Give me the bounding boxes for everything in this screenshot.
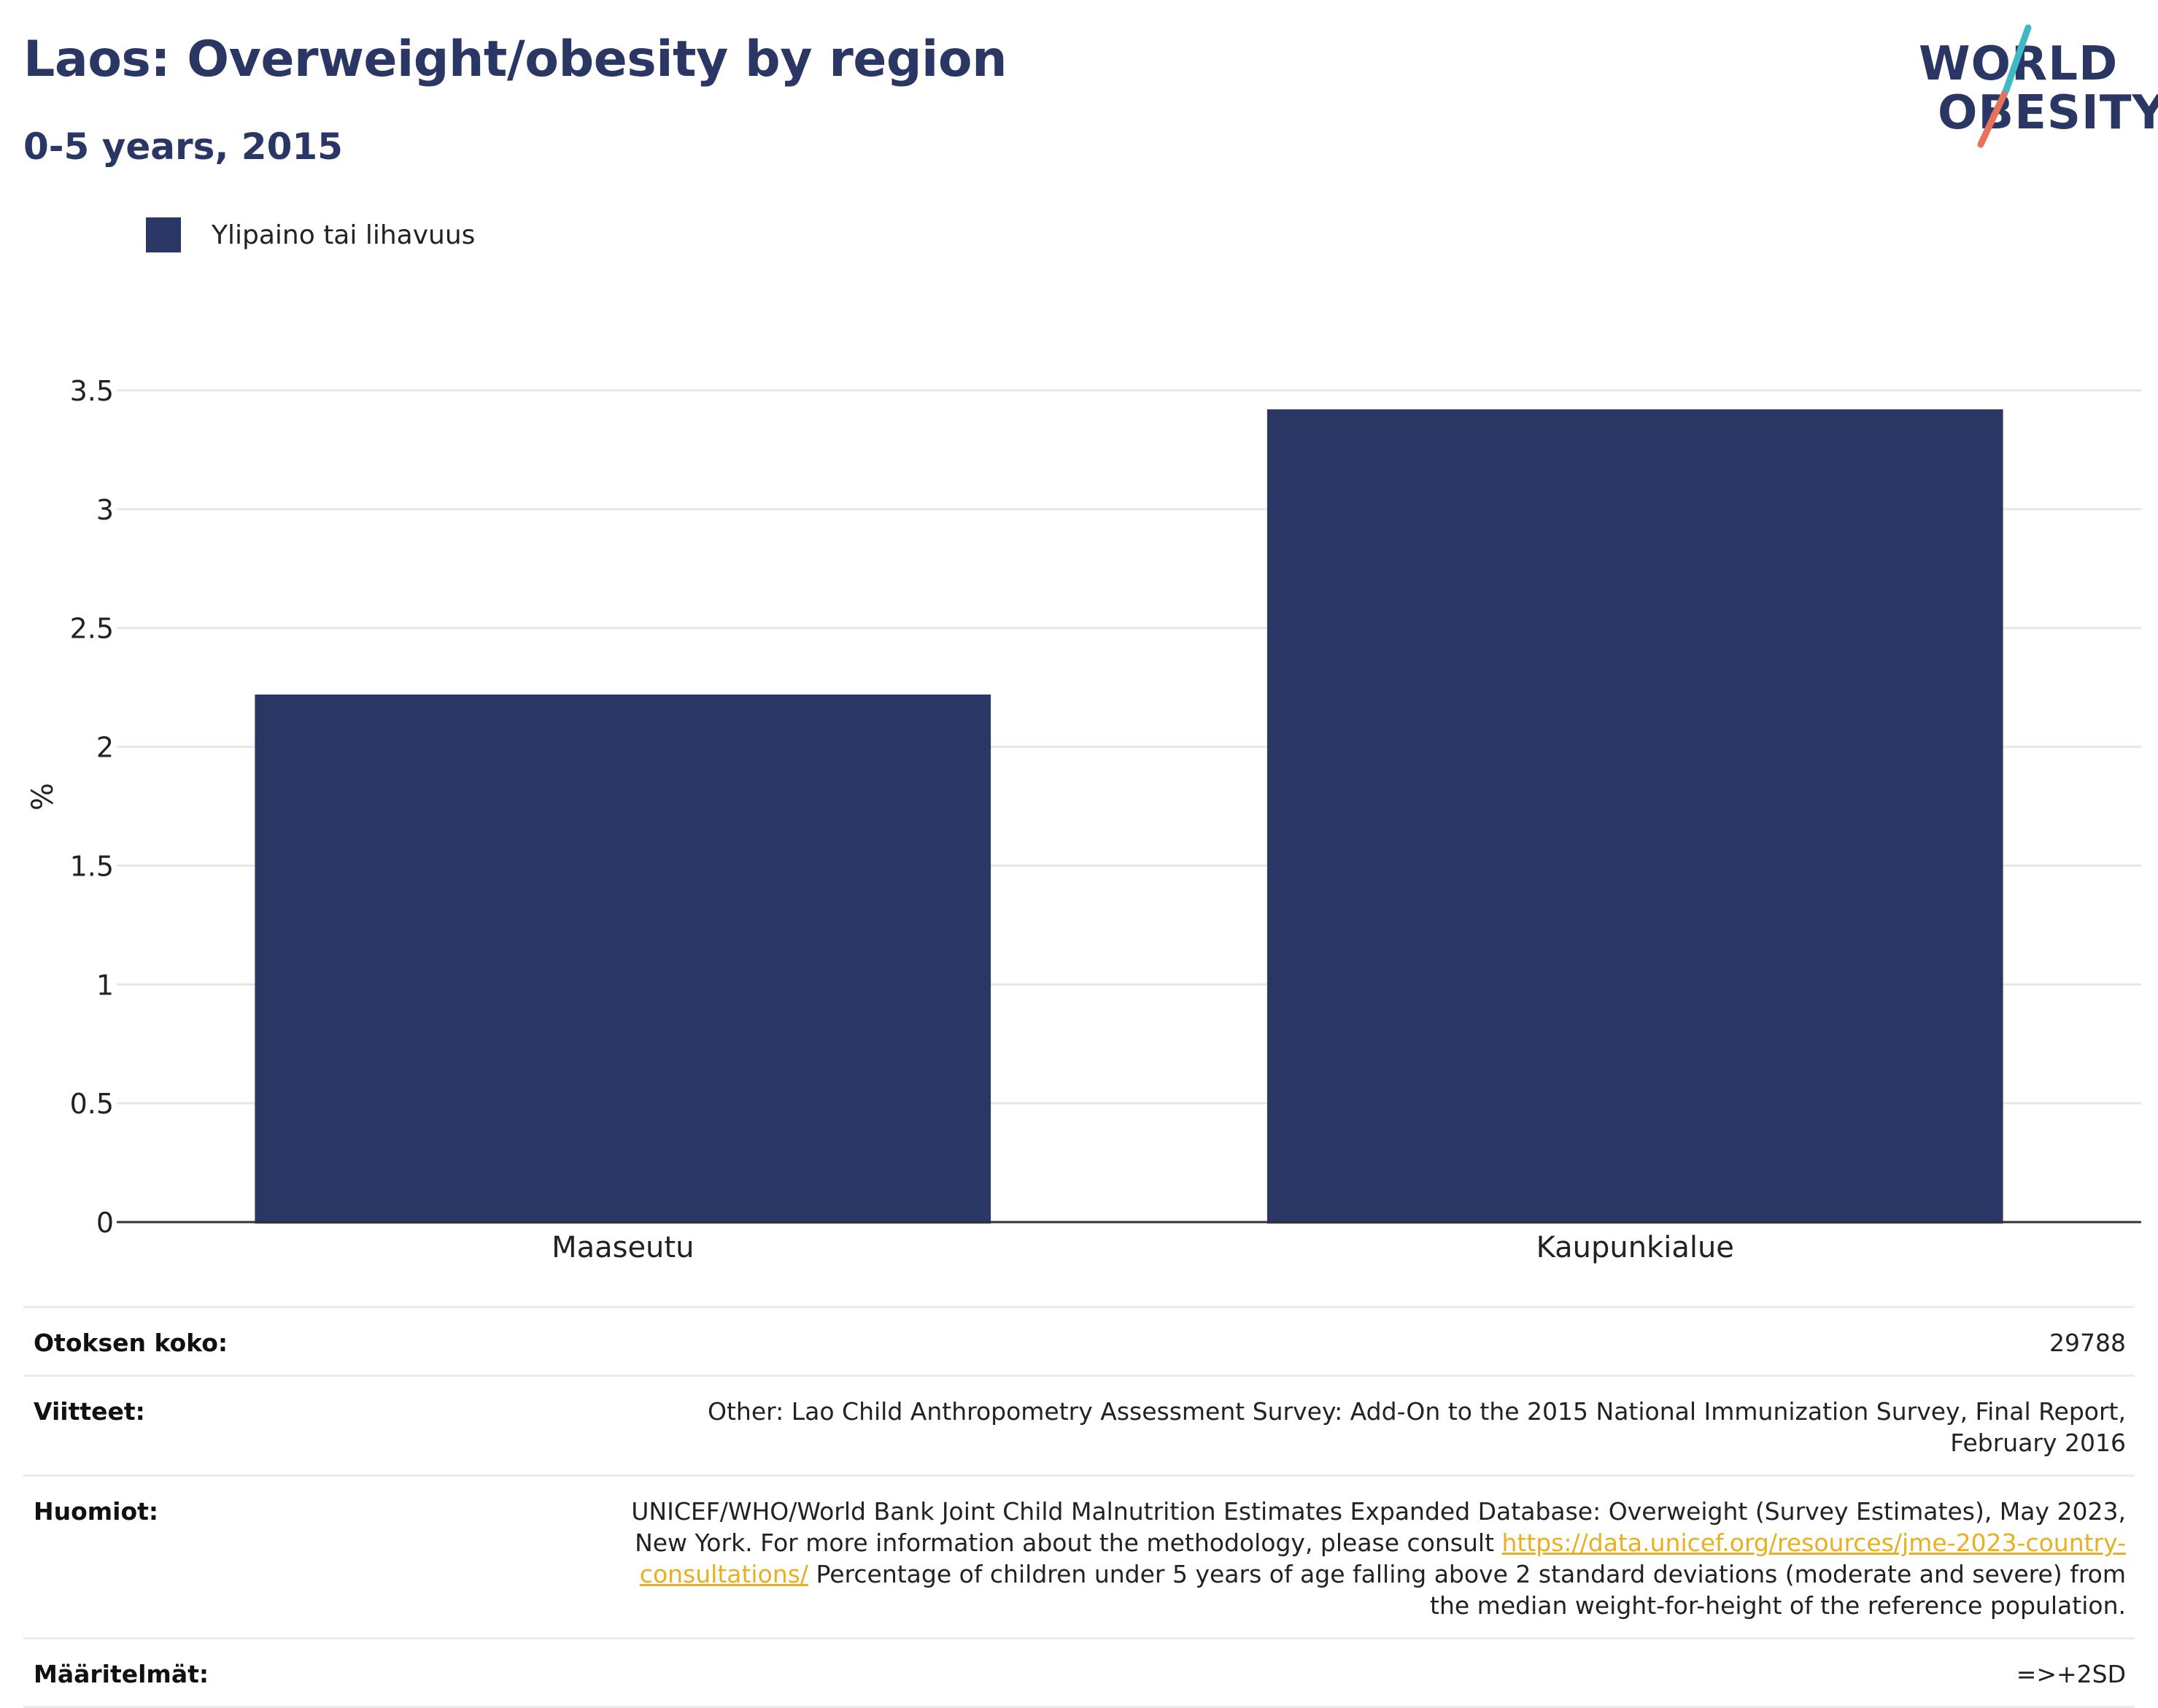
bar: [255, 694, 991, 1224]
y-tick-label: 0.5: [70, 1088, 114, 1120]
logo-word-2: OBESITY: [1938, 86, 2158, 140]
y-axis-label: %: [26, 783, 60, 811]
meta-value: UNICEF/WHO/World Bank Joint Child Malnut…: [594, 1496, 2126, 1621]
legend-label: Ylipaino tai lihavuus: [212, 220, 476, 250]
methodology-link[interactable]: https://data.unicef.org/resources/jme-20…: [639, 1529, 2126, 1588]
meta-key: Viitteet:: [34, 1397, 145, 1426]
meta-row-references: Viitteet: Other: Lao Child Anthropometry…: [23, 1375, 2135, 1475]
meta-key: Huomiot:: [34, 1497, 159, 1526]
y-tick-label: 3: [96, 494, 114, 526]
chart-legend: Ylipaino tai lihavuus: [146, 217, 475, 252]
y-tick-label: 1.5: [70, 850, 114, 882]
meta-row-notes: Huomiot: UNICEF/WHO/World Bank Joint Chi…: [23, 1475, 2135, 1637]
y-tick-label: 0: [96, 1207, 114, 1239]
metadata-table: Otoksen koko: 29788 Viitteet: Other: Lao…: [23, 1306, 2135, 1708]
world-obesity-logo: WORLD OBESITY: [1904, 20, 2158, 155]
meta-row-sample-size: Otoksen koko: 29788: [23, 1306, 2135, 1375]
legend-swatch: [146, 217, 181, 252]
meta-key: Otoksen koko:: [34, 1329, 228, 1357]
x-tick-label: Maaseutu: [552, 1231, 694, 1264]
page-title: Laos: Overweight/obesity by region: [23, 31, 1007, 88]
notes-text-pre: UNICEF/WHO/World Bank Joint Child Malnut…: [631, 1497, 2126, 1557]
meta-key: Määritelmät:: [34, 1660, 209, 1688]
logo-slash-icon: [1977, 24, 2032, 148]
meta-value: =>+2SD: [2016, 1660, 2126, 1688]
y-tick-label: 1: [96, 969, 114, 1001]
x-tick-label: Kaupunkialue: [1536, 1231, 1734, 1264]
meta-value: 29788: [2049, 1329, 2126, 1357]
chart-bars: [255, 409, 2003, 1224]
page-subtitle: 0-5 years, 2015: [23, 125, 343, 168]
meta-row-definitions: Määritelmät: =>+2SD: [23, 1637, 2135, 1708]
bar: [1266, 409, 2003, 1224]
y-tick-label: 3.5: [70, 375, 114, 407]
y-axis-ticks: 0 0.5 1 1.5 2 2.5 3 3.5: [70, 375, 114, 1239]
y-tick-label: 2.5: [70, 613, 114, 645]
meta-value: Other: Lao Child Anthropometry Assessmen…: [708, 1397, 2126, 1457]
notes-text-post: Percentage of children under 5 years of …: [808, 1560, 2127, 1620]
x-axis-ticks: Maaseutu Kaupunkialue: [552, 1231, 1734, 1264]
bar-chart: 0 0.5 1 1.5 2 2.5 3 3.5 Maaseutu Kaupunkialue %: [26, 375, 2141, 1264]
y-tick-label: 2: [96, 732, 114, 764]
